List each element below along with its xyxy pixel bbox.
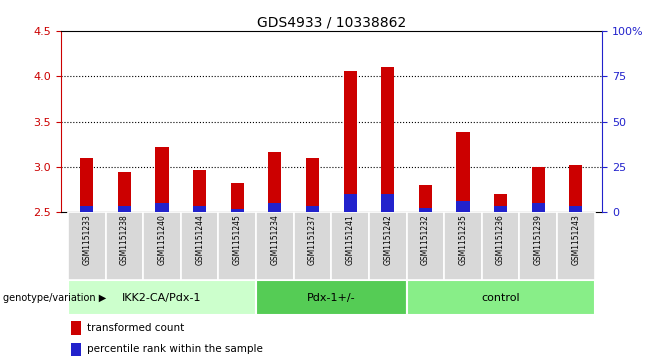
Bar — [155, 203, 168, 212]
Text: GSM1151245: GSM1151245 — [233, 215, 241, 265]
Bar — [268, 152, 282, 212]
Bar — [494, 207, 507, 212]
Bar — [71, 322, 81, 335]
Bar — [532, 203, 545, 212]
Text: GSM1151232: GSM1151232 — [421, 215, 430, 265]
Bar — [231, 209, 244, 212]
Text: GSM1151236: GSM1151236 — [496, 215, 505, 265]
Text: GSM1151238: GSM1151238 — [120, 215, 129, 265]
Bar — [181, 212, 218, 280]
Text: percentile rank within the sample: percentile rank within the sample — [87, 344, 263, 354]
Text: genotype/variation ▶: genotype/variation ▶ — [3, 293, 107, 303]
Bar — [268, 203, 282, 212]
Bar — [418, 185, 432, 212]
Bar — [519, 212, 557, 280]
Bar — [407, 212, 444, 280]
Bar — [482, 212, 519, 280]
Text: GSM1151234: GSM1151234 — [270, 215, 280, 265]
Bar — [418, 208, 432, 212]
Bar — [407, 280, 595, 315]
Bar — [457, 201, 470, 212]
Text: GSM1151243: GSM1151243 — [571, 215, 580, 265]
Bar — [118, 171, 131, 212]
Bar — [369, 212, 407, 280]
Bar — [106, 212, 143, 280]
Bar — [381, 67, 394, 212]
Bar — [532, 167, 545, 212]
Title: GDS4933 / 10338862: GDS4933 / 10338862 — [257, 16, 406, 30]
Bar — [71, 343, 81, 356]
Bar — [256, 280, 407, 315]
Bar — [193, 207, 206, 212]
Bar — [343, 194, 357, 212]
Bar — [80, 158, 93, 212]
Text: transformed count: transformed count — [87, 323, 184, 333]
Bar — [381, 194, 394, 212]
Bar — [68, 212, 106, 280]
Bar — [193, 170, 206, 212]
Bar — [293, 212, 332, 280]
Bar — [569, 165, 582, 212]
Bar — [332, 212, 369, 280]
Bar — [118, 206, 131, 212]
Bar — [218, 212, 256, 280]
Bar — [557, 212, 595, 280]
Text: Pdx-1+/-: Pdx-1+/- — [307, 293, 355, 303]
Bar — [256, 212, 293, 280]
Text: IKK2-CA/Pdx-1: IKK2-CA/Pdx-1 — [122, 293, 202, 303]
Bar — [494, 194, 507, 212]
Text: GSM1151233: GSM1151233 — [82, 215, 91, 265]
Text: control: control — [481, 293, 520, 303]
Bar — [306, 158, 319, 212]
Bar — [80, 207, 93, 212]
Text: GSM1151239: GSM1151239 — [534, 215, 543, 265]
Text: GSM1151244: GSM1151244 — [195, 215, 204, 265]
Text: GSM1151235: GSM1151235 — [459, 215, 467, 265]
Text: GSM1151237: GSM1151237 — [308, 215, 317, 265]
Bar — [569, 206, 582, 212]
Bar — [343, 71, 357, 212]
Text: GSM1151241: GSM1151241 — [345, 215, 355, 265]
Bar — [457, 132, 470, 212]
Text: GSM1151240: GSM1151240 — [157, 215, 166, 265]
Bar — [306, 206, 319, 212]
Bar — [155, 147, 168, 212]
Bar — [68, 280, 256, 315]
Text: GSM1151242: GSM1151242 — [383, 215, 392, 265]
Bar — [231, 183, 244, 212]
Bar — [143, 212, 181, 280]
Bar — [444, 212, 482, 280]
